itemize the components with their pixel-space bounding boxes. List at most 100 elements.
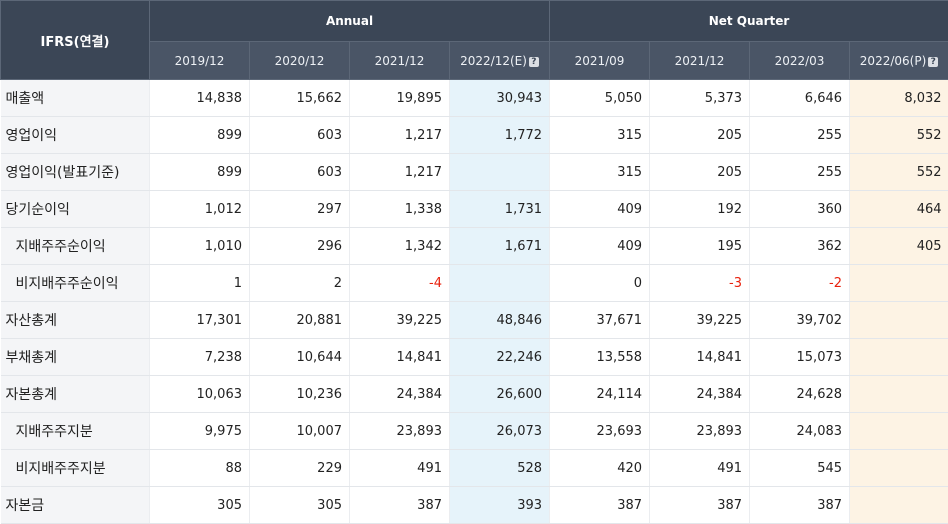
row-label[interactable]: 비지배주주순이익 xyxy=(1,265,150,302)
table-cell: 1,731 xyxy=(450,191,550,228)
table-cell: -4 xyxy=(350,265,450,302)
row-label[interactable]: 자산총계 xyxy=(1,302,150,339)
table-cell: 88 xyxy=(150,450,250,487)
table-cell: 491 xyxy=(350,450,450,487)
table-cell xyxy=(850,413,948,450)
table-cell: 297 xyxy=(250,191,350,228)
table-cell: 387 xyxy=(750,487,850,524)
quarter-group-header: Net Quarter xyxy=(550,1,948,42)
table-cell: 5,050 xyxy=(550,80,650,117)
table-cell: 39,702 xyxy=(750,302,850,339)
help-icon[interactable]: ? xyxy=(529,57,539,67)
row-label[interactable]: 매출액 xyxy=(1,80,150,117)
table-cell: 305 xyxy=(250,487,350,524)
table-cell: 9,975 xyxy=(150,413,250,450)
table-cell: 1 xyxy=(150,265,250,302)
table-cell: 10,644 xyxy=(250,339,350,376)
table-cell: 39,225 xyxy=(350,302,450,339)
table-cell: 1,671 xyxy=(450,228,550,265)
row-label[interactable]: 자본금 xyxy=(1,487,150,524)
table-cell xyxy=(850,450,948,487)
table-cell: 305 xyxy=(150,487,250,524)
table-cell: 30,943 xyxy=(450,80,550,117)
table-cell: 14,841 xyxy=(650,339,750,376)
table-cell: 26,073 xyxy=(450,413,550,450)
table-cell: 603 xyxy=(250,117,350,154)
table-cell xyxy=(850,339,948,376)
annual-group-header: Annual xyxy=(150,1,550,42)
period-header: 2022/03 xyxy=(750,42,850,80)
table-cell: 229 xyxy=(250,450,350,487)
row-label[interactable]: 자본총계 xyxy=(1,376,150,413)
period-header-estimate: 2022/12(E)? xyxy=(450,42,550,80)
table-cell: 17,301 xyxy=(150,302,250,339)
table-cell: 192 xyxy=(650,191,750,228)
table-cell: 315 xyxy=(550,154,650,191)
table-cell xyxy=(850,265,948,302)
row-label[interactable]: 지배주주순이익 xyxy=(1,228,150,265)
table-cell: 24,384 xyxy=(350,376,450,413)
table-cell: 1,217 xyxy=(350,117,450,154)
table-cell: 205 xyxy=(650,154,750,191)
table-cell: 255 xyxy=(750,117,850,154)
table-cell: 5,373 xyxy=(650,80,750,117)
help-icon[interactable]: ? xyxy=(928,57,938,67)
table-cell: 296 xyxy=(250,228,350,265)
table-cell: 24,628 xyxy=(750,376,850,413)
table-cell: 39,225 xyxy=(650,302,750,339)
row-label[interactable]: 영업이익 xyxy=(1,117,150,154)
table-cell: 1,772 xyxy=(450,117,550,154)
table-cell: 13,558 xyxy=(550,339,650,376)
row-label[interactable]: 부채총계 xyxy=(1,339,150,376)
table-cell: 1,217 xyxy=(350,154,450,191)
table-cell: -2 xyxy=(750,265,850,302)
table-cell: 6,646 xyxy=(750,80,850,117)
table-cell: 464 xyxy=(850,191,948,228)
table-cell: 14,838 xyxy=(150,80,250,117)
table-cell: 405 xyxy=(850,228,948,265)
table-cell xyxy=(450,265,550,302)
table-cell: 15,073 xyxy=(750,339,850,376)
table-cell: 491 xyxy=(650,450,750,487)
table-cell: 10,063 xyxy=(150,376,250,413)
table-cell: 10,007 xyxy=(250,413,350,450)
table-cell xyxy=(850,376,948,413)
table-cell: 420 xyxy=(550,450,650,487)
table-cell: 23,693 xyxy=(550,413,650,450)
table-cell: 545 xyxy=(750,450,850,487)
table-cell: 37,671 xyxy=(550,302,650,339)
table-cell: 899 xyxy=(150,117,250,154)
table-cell: 14,841 xyxy=(350,339,450,376)
table-cell: 899 xyxy=(150,154,250,191)
row-label[interactable]: 지배주주지분 xyxy=(1,413,150,450)
table-cell: 26,600 xyxy=(450,376,550,413)
table-cell xyxy=(850,302,948,339)
table-cell: 409 xyxy=(550,228,650,265)
table-cell: 387 xyxy=(350,487,450,524)
table-cell: 20,881 xyxy=(250,302,350,339)
table-cell: 23,893 xyxy=(650,413,750,450)
period-header: 2021/09 xyxy=(550,42,650,80)
table-cell: 48,846 xyxy=(450,302,550,339)
row-label[interactable]: 영업이익(발표기준) xyxy=(1,154,150,191)
table-cell: 1,338 xyxy=(350,191,450,228)
table-cell: 387 xyxy=(550,487,650,524)
table-cell: 0 xyxy=(550,265,650,302)
table-cell: 362 xyxy=(750,228,850,265)
table-cell: 23,893 xyxy=(350,413,450,450)
row-label[interactable]: 당기순이익 xyxy=(1,191,150,228)
period-header: 2021/12 xyxy=(350,42,450,80)
table-cell: 24,384 xyxy=(650,376,750,413)
period-header: 2021/12 xyxy=(650,42,750,80)
table-cell: 1,012 xyxy=(150,191,250,228)
row-label[interactable]: 비지배주주지분 xyxy=(1,450,150,487)
table-cell: 409 xyxy=(550,191,650,228)
period-header: 2020/12 xyxy=(250,42,350,80)
